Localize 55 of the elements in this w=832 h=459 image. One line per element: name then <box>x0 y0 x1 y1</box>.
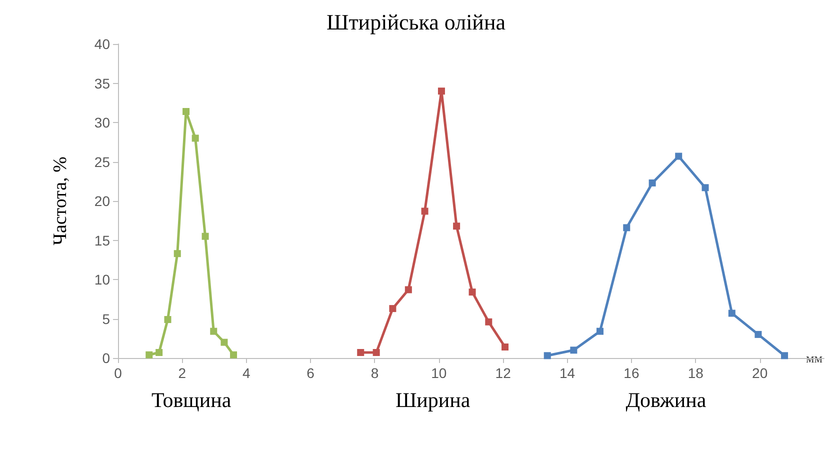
point <box>728 310 736 317</box>
y-tick-label: 10 <box>94 272 110 288</box>
point <box>453 222 460 230</box>
point <box>502 344 509 351</box>
point <box>754 330 762 338</box>
point <box>702 184 709 192</box>
x-tick-label: 8 <box>370 365 379 381</box>
x-tick-label: 16 <box>624 365 640 381</box>
point <box>372 349 380 356</box>
x-tick-label: 18 <box>688 365 704 381</box>
x-tick-label: 10 <box>431 365 447 381</box>
point <box>485 318 492 326</box>
x-tick-label: 0 <box>114 365 122 381</box>
point <box>164 316 172 324</box>
point <box>468 288 476 296</box>
point <box>648 179 656 186</box>
point <box>570 346 578 354</box>
y-tick-label: 15 <box>94 232 110 248</box>
point <box>438 88 445 95</box>
point <box>781 352 788 360</box>
point <box>389 305 396 312</box>
series-label: Товщина <box>152 388 232 412</box>
point <box>156 349 163 356</box>
x-tick-label: 6 <box>306 365 315 381</box>
y-tick-label: 35 <box>94 75 110 92</box>
x-tick-label: 12 <box>495 365 512 381</box>
point <box>202 232 209 240</box>
point <box>596 328 604 335</box>
point <box>421 208 428 215</box>
point <box>220 338 228 346</box>
y-tick-label: 0 <box>102 350 110 366</box>
y-tick-label: 5 <box>102 310 110 327</box>
series-label: Ширина <box>395 388 471 412</box>
point <box>230 351 238 358</box>
y-tick-label: 30 <box>94 114 110 130</box>
point <box>210 328 218 335</box>
x-tick-label: 14 <box>559 365 576 381</box>
x-tick-label: 20 <box>752 365 768 381</box>
y-tick-label: 40 <box>94 36 110 52</box>
point <box>404 286 412 294</box>
chart-title: Штирійська олійна <box>326 10 506 34</box>
point <box>174 250 181 258</box>
point <box>623 224 630 232</box>
y-tick-label: 25 <box>94 154 110 170</box>
y-tick-label: 20 <box>94 193 110 209</box>
x-tick-label: 2 <box>178 365 186 381</box>
point <box>675 152 682 160</box>
point <box>357 349 364 356</box>
point <box>146 351 153 358</box>
text: Довжина <box>626 388 707 412</box>
x-tick-label: 4 <box>242 365 250 381</box>
point <box>544 352 551 360</box>
y-axis-title: Частота, % <box>50 156 71 246</box>
point <box>192 134 199 142</box>
point <box>182 108 190 116</box>
